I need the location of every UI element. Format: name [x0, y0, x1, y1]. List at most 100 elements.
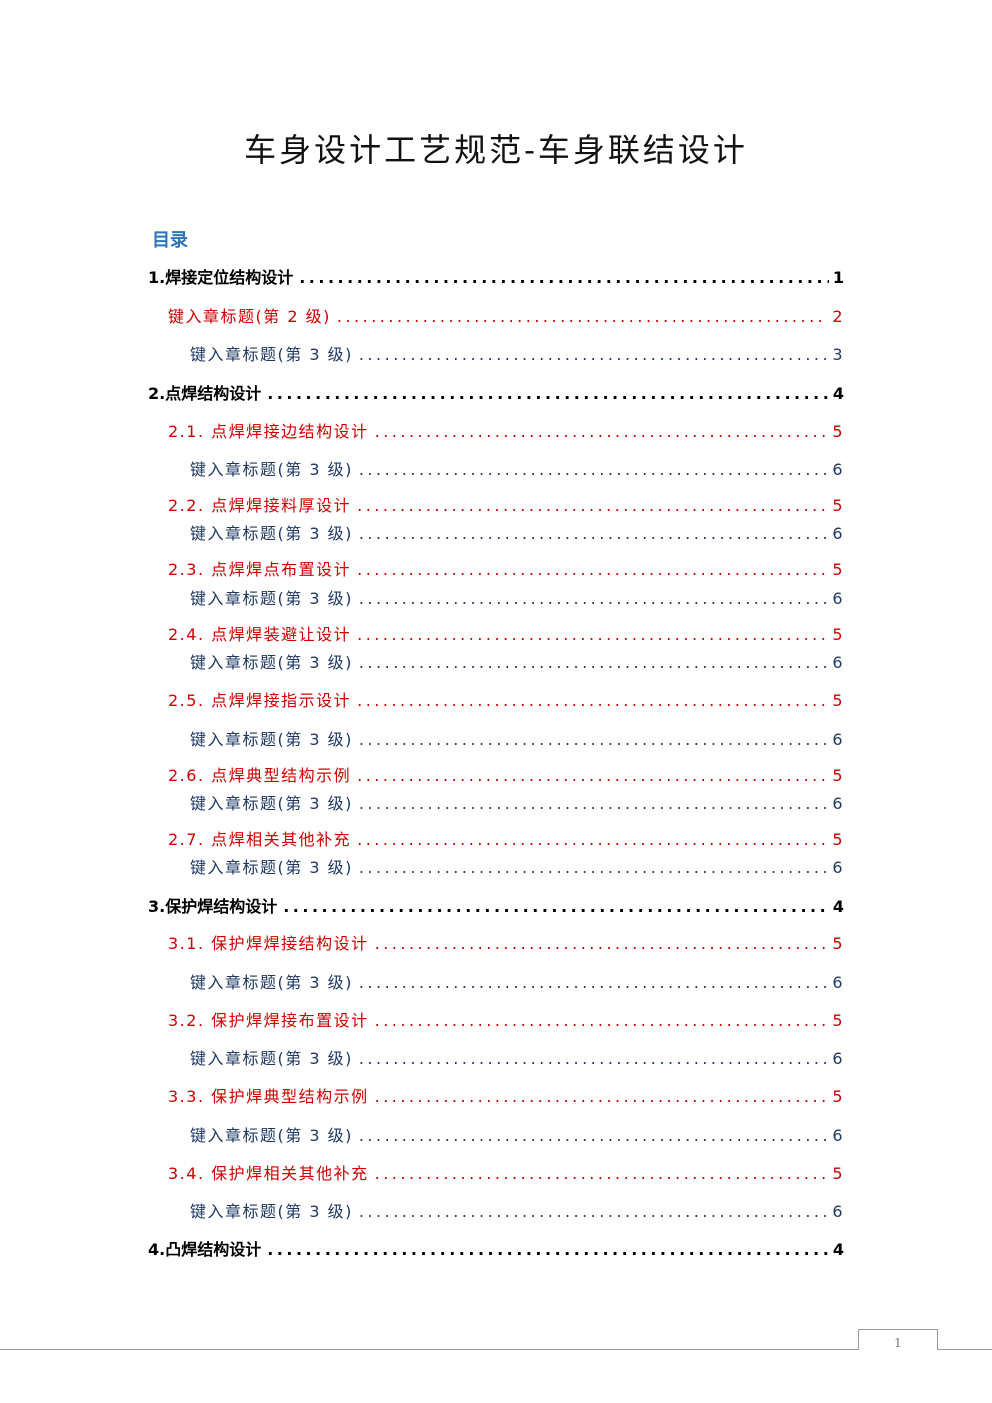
document-title: 车身设计工艺规范-车身联结设计	[244, 131, 748, 169]
toc-entry-label: 3.4. 保护焊相关其他补充	[168, 1164, 369, 1183]
toc-entry-label: 2.6. 点焊典型结构示例	[168, 766, 352, 785]
toc-entry[interactable]: 键入章标题(第 3 级)............................…	[190, 522, 844, 546]
toc-entry[interactable]: 2.1. 点焊焊接边结构设计..........................…	[168, 420, 844, 444]
toc-entry[interactable]: 键入章标题(第 3 级)............................…	[190, 971, 844, 995]
toc-dot-leader: ........................................…	[267, 384, 829, 403]
toc-entry[interactable]: 4.凸焊结构设计................................…	[148, 1238, 844, 1262]
toc-entry-page: 6	[832, 1126, 844, 1145]
toc-entry[interactable]: 键入章标题(第 3 级)............................…	[190, 1200, 844, 1224]
toc-dot-leader: ........................................…	[358, 653, 828, 672]
toc-dot-leader: ........................................…	[336, 307, 828, 326]
toc-entry-label: 键入章标题(第 3 级)	[190, 730, 353, 749]
toc-entry-page: 5	[832, 1087, 844, 1106]
toc-entry-page: 5	[832, 496, 844, 515]
toc-dot-leader: ........................................…	[358, 524, 828, 543]
toc-dot-leader: ........................................…	[358, 1202, 828, 1221]
toc-entry-page: 5	[832, 830, 844, 849]
toc-entry-label: 2.1. 点焊焊接边结构设计	[168, 422, 369, 441]
toc-entry[interactable]: 键入章标题(第 3 级)............................…	[190, 856, 844, 880]
toc-entry-page: 3	[832, 345, 844, 364]
toc-entry-page: 5	[832, 934, 844, 953]
toc-dot-leader: ........................................…	[374, 1011, 829, 1030]
toc-entry[interactable]: 键入章标题(第 2 级)............................…	[168, 305, 844, 329]
toc-entry[interactable]: 键入章标题(第 3 级)............................…	[190, 458, 844, 482]
toc-dot-leader: ........................................…	[283, 897, 829, 916]
toc-entry[interactable]: 2.6. 点焊典型结构示例...........................…	[168, 764, 844, 788]
toc-dot-leader: ........................................…	[357, 496, 828, 515]
toc-entry-page: 5	[832, 691, 844, 710]
toc-entry-label: 3.保护焊结构设计	[148, 897, 278, 916]
toc-entry[interactable]: 键入章标题(第 3 级)............................…	[190, 1047, 844, 1071]
toc-entry[interactable]: 键入章标题(第 3 级)............................…	[190, 587, 844, 611]
toc-entry[interactable]: 2.5. 点焊焊接指示设计...........................…	[168, 689, 844, 713]
toc-entry-page: 4	[832, 1240, 844, 1259]
toc-entry-page: 6	[832, 589, 844, 608]
toc-entry[interactable]: 3.1. 保护焊焊接结构设计..........................…	[168, 932, 844, 956]
toc-entry-page: 6	[832, 1049, 844, 1068]
toc-entry-label: 4.凸焊结构设计	[148, 1240, 262, 1259]
toc-entry-label: 2.3. 点焊焊点布置设计	[168, 560, 352, 579]
toc-entry-page: 5	[832, 625, 844, 644]
toc-entry-page: 6	[832, 460, 844, 479]
toc-entry-label: 键入章标题(第 3 级)	[190, 524, 353, 543]
toc-entry-label: 键入章标题(第 3 级)	[190, 794, 353, 813]
toc-entry[interactable]: 键入章标题(第 3 级)............................…	[190, 792, 844, 816]
toc-entry-page: 5	[832, 560, 844, 579]
toc-entry[interactable]: 3.4. 保护焊相关其他补充..........................…	[168, 1162, 844, 1186]
toc-entry[interactable]: 键入章标题(第 3 级)............................…	[190, 343, 844, 367]
toc-entry[interactable]: 3.3. 保护焊典型结构示例..........................…	[168, 1085, 844, 1109]
toc-entry-label: 键入章标题(第 3 级)	[190, 1202, 353, 1221]
toc-entry[interactable]: 键入章标题(第 3 级)............................…	[190, 728, 844, 752]
toc-entry-label: 2.点焊结构设计	[148, 384, 262, 403]
toc-dot-leader: ........................................…	[374, 1164, 829, 1183]
toc-dot-leader: ........................................…	[357, 560, 828, 579]
toc-entry-label: 2.5. 点焊焊接指示设计	[168, 691, 352, 710]
toc-entry[interactable]: 键入章标题(第 3 级)............................…	[190, 1124, 844, 1148]
toc-entry-page: 4	[832, 897, 844, 916]
toc-entry[interactable]: 2.点焊结构设计................................…	[148, 382, 844, 406]
toc-entry-label: 3.3. 保护焊典型结构示例	[168, 1087, 369, 1106]
toc-entry[interactable]: 2.7. 点焊相关其他补充...........................…	[168, 828, 844, 852]
toc-entry-label: 键入章标题(第 2 级)	[168, 307, 331, 326]
toc-dot-leader: ........................................…	[357, 691, 828, 710]
toc-dot-leader: ........................................…	[358, 345, 828, 364]
toc-entry-page: 5	[832, 1011, 844, 1030]
toc-entry-page: 1	[832, 268, 844, 287]
toc-entry-page: 6	[832, 730, 844, 749]
toc-entry[interactable]: 键入章标题(第 3 级)............................…	[190, 651, 844, 675]
toc-entry-label: 2.4. 点焊焊装避让设计	[168, 625, 352, 644]
toc-entry[interactable]: 3.保护焊结构设计...............................…	[148, 895, 844, 919]
toc-entry-page: 6	[832, 524, 844, 543]
toc-dot-leader: ........................................…	[357, 766, 828, 785]
toc-dot-leader: ........................................…	[358, 730, 828, 749]
toc-entry-page: 4	[832, 384, 844, 403]
toc-entry-label: 3.2. 保护焊焊接布置设计	[168, 1011, 369, 1030]
toc-entry-page: 6	[832, 653, 844, 672]
toc-dot-leader: ........................................…	[357, 625, 828, 644]
toc-entry[interactable]: 3.2. 保护焊焊接布置设计..........................…	[168, 1009, 844, 1033]
toc-entry-label: 键入章标题(第 3 级)	[190, 460, 353, 479]
toc-entry-label: 2.2. 点焊焊接料厚设计	[168, 496, 352, 515]
toc-dot-leader: ........................................…	[358, 1049, 828, 1068]
toc-entry-page: 6	[832, 973, 844, 992]
toc-dot-leader: ........................................…	[374, 934, 829, 953]
toc-entry-label: 键入章标题(第 3 级)	[190, 345, 353, 364]
toc-entry[interactable]: 2.2. 点焊焊接料厚设计...........................…	[168, 494, 844, 518]
toc-dot-leader: ........................................…	[299, 268, 829, 287]
toc-entry[interactable]: 1.焊接定位结构设计..............................…	[148, 266, 844, 290]
toc-entry-page: 6	[832, 1202, 844, 1221]
toc-dot-leader: ........................................…	[358, 1126, 828, 1145]
toc-entry[interactable]: 2.3. 点焊焊点布置设计...........................…	[168, 558, 844, 582]
toc-dot-leader: ........................................…	[358, 589, 828, 608]
toc-dot-leader: ........................................…	[374, 422, 829, 441]
toc-dot-leader: ........................................…	[374, 1087, 829, 1106]
toc-dot-leader: ........................................…	[358, 858, 828, 877]
toc-entry[interactable]: 2.4. 点焊焊装避让设计...........................…	[168, 623, 844, 647]
toc-dot-leader: ........................................…	[358, 973, 828, 992]
toc-entry-label: 键入章标题(第 3 级)	[190, 589, 353, 608]
toc-dot-leader: ........................................…	[358, 794, 828, 813]
toc-entry-label: 键入章标题(第 3 级)	[190, 1049, 353, 1068]
toc-entry-page: 6	[832, 794, 844, 813]
toc-entry-label: 3.1. 保护焊焊接结构设计	[168, 934, 369, 953]
toc-entry-page: 5	[832, 1164, 844, 1183]
